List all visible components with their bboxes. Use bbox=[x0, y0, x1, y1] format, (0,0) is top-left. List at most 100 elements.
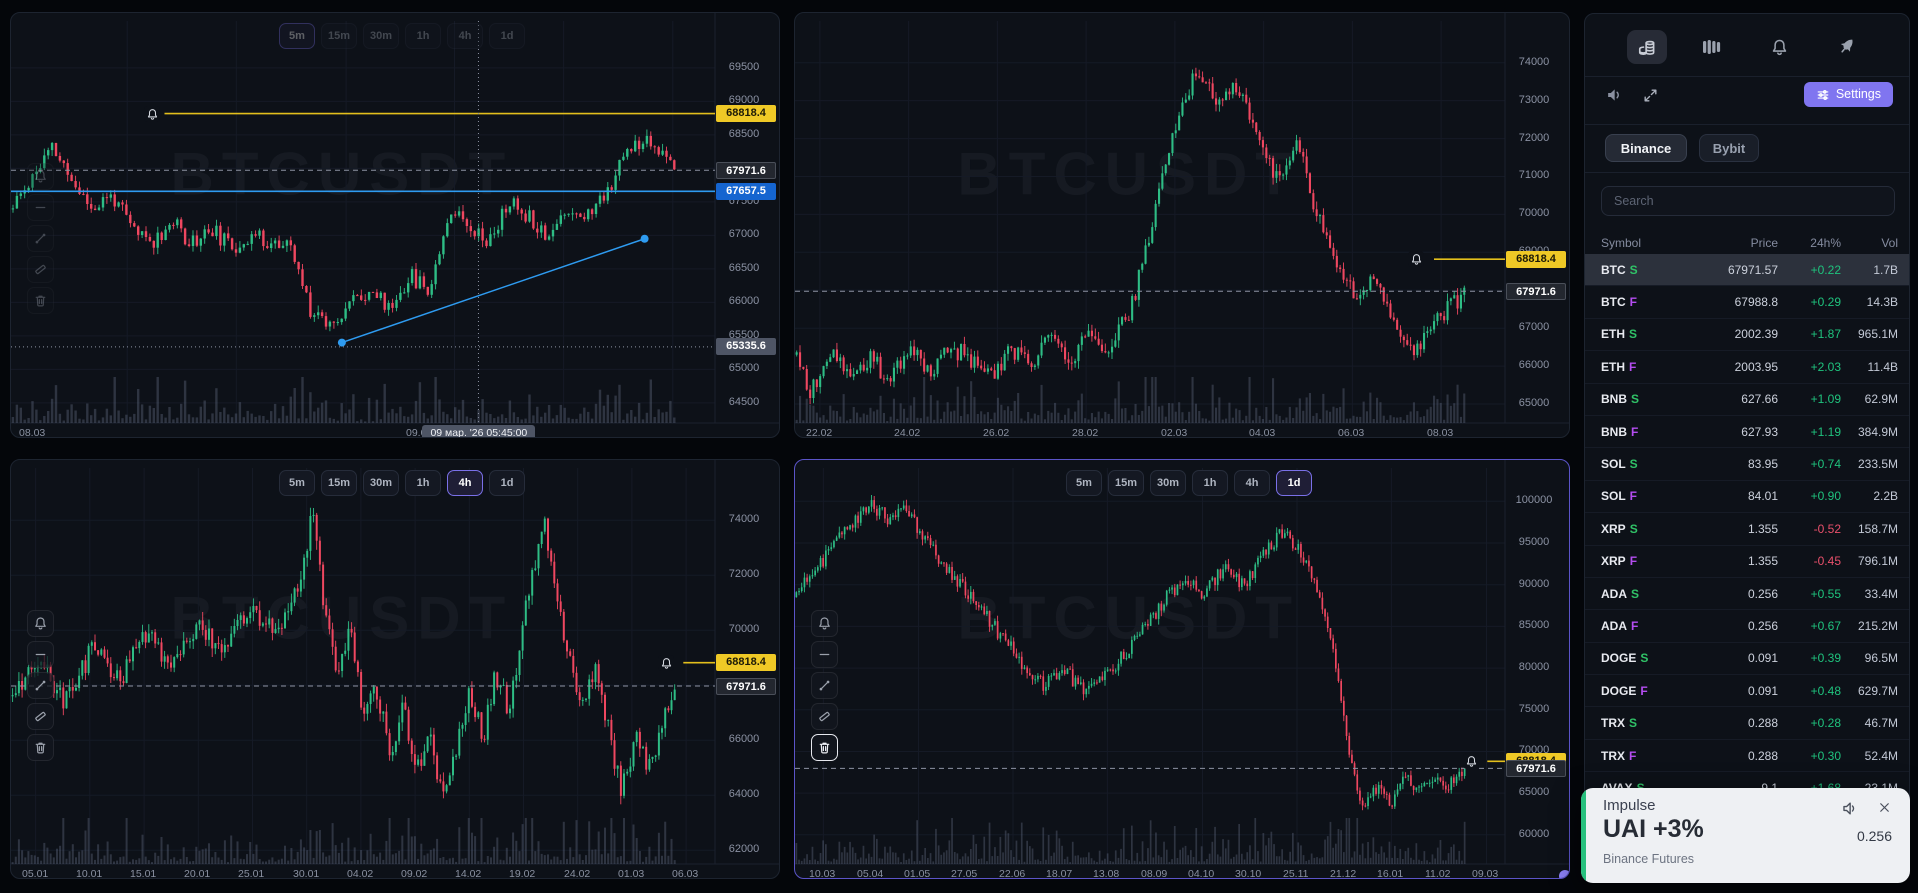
ruler-tool-button[interactable] bbox=[27, 256, 54, 283]
timeframe-button-1d[interactable]: 1d bbox=[489, 470, 525, 496]
delete-tool-button[interactable] bbox=[811, 734, 838, 761]
ruler-tool-button[interactable] bbox=[811, 703, 838, 730]
timeframe-button-30m[interactable]: 30m bbox=[363, 23, 399, 49]
price-tick: 74000 bbox=[728, 513, 760, 526]
table-row-bnb-f[interactable]: BNB F 627.93 +1.19 384.9M bbox=[1585, 416, 1909, 449]
table-row-eth-f[interactable]: ETH F 2003.95 +2.03 11.4B bbox=[1585, 351, 1909, 384]
row-market-type: F bbox=[1629, 489, 1638, 504]
timeframe-button-1h[interactable]: 1h bbox=[1192, 470, 1228, 496]
notification-close-button[interactable] bbox=[1877, 800, 1892, 815]
row-volume: 629.7M bbox=[1857, 683, 1898, 698]
chart-canvas[interactable] bbox=[11, 13, 780, 438]
chart-canvas[interactable] bbox=[795, 13, 1570, 438]
coins-tab-button[interactable] bbox=[1627, 30, 1667, 64]
table-row-bnb-s[interactable]: BNB S 627.66 +1.09 62.9M bbox=[1585, 384, 1909, 416]
ruler-icon bbox=[35, 711, 46, 722]
trend-line-tool-button[interactable] bbox=[27, 225, 54, 252]
alert-bell-marker[interactable] bbox=[1408, 251, 1424, 267]
horizontal-line-tool-button[interactable] bbox=[27, 641, 54, 668]
timeframe-button-5m[interactable]: 5m bbox=[279, 470, 315, 496]
current-price-badge: 67971.6 bbox=[716, 677, 776, 695]
alert-bell-marker[interactable] bbox=[144, 106, 160, 122]
row-price: 0.256 bbox=[1747, 618, 1778, 633]
alert-price-badge: 68818.4 bbox=[1506, 250, 1566, 268]
impulse-tab-button[interactable] bbox=[1835, 35, 1859, 57]
timeframe-button-4h[interactable]: 4h bbox=[1234, 470, 1270, 496]
settings-button[interactable]: Settings bbox=[1803, 82, 1893, 107]
fullscreen-button[interactable] bbox=[1639, 84, 1661, 106]
timeframe-button-15m[interactable]: 15m bbox=[321, 23, 357, 49]
row-market-type: F bbox=[1629, 295, 1638, 310]
search-input[interactable] bbox=[1601, 186, 1895, 216]
chart-canvas[interactable] bbox=[11, 460, 780, 879]
columns-tab-button[interactable] bbox=[1699, 36, 1723, 58]
timeframe-button-4h[interactable]: 4h bbox=[447, 23, 483, 49]
horizontal-line-tool-button[interactable] bbox=[811, 641, 838, 668]
alert-tool-button[interactable] bbox=[27, 610, 54, 637]
date-tick: 08.03 bbox=[1427, 427, 1454, 438]
close-icon bbox=[1880, 803, 1889, 812]
row-price: 0.288 bbox=[1747, 748, 1778, 763]
table-row-trx-s[interactable]: TRX S 0.288 +0.28 46.7M bbox=[1585, 707, 1909, 740]
notification-sound-button[interactable] bbox=[1841, 800, 1858, 817]
trend-line-tool-button[interactable] bbox=[27, 672, 54, 699]
alert-tool-button[interactable] bbox=[811, 610, 838, 637]
timeframe-button-5m[interactable]: 5m bbox=[1066, 470, 1102, 496]
table-row-sol-s[interactable]: SOL S 83.95 +0.74 233.5M bbox=[1585, 448, 1909, 481]
table-row-doge-f[interactable]: DOGE F 0.091 +0.48 629.7M bbox=[1585, 675, 1909, 708]
expand-icon bbox=[1643, 88, 1657, 102]
timeframe-button-1d[interactable]: 1d bbox=[1276, 470, 1312, 496]
timeframe-button-5m[interactable]: 5m bbox=[279, 23, 315, 49]
col-change: 24h% bbox=[1810, 236, 1841, 250]
chart-panel-bottom-right[interactable]: BTCUSDT 100000 95000 90000 85000 80000 75000 70… bbox=[794, 459, 1570, 879]
table-row-trx-f[interactable]: TRX F 0.288 +0.30 52.4M bbox=[1585, 740, 1909, 773]
exchange-tab-bybit[interactable]: Bybit bbox=[1699, 134, 1759, 162]
table-row-sol-f[interactable]: SOL F 84.01 +0.90 2.2B bbox=[1585, 481, 1909, 514]
alert-bell-marker[interactable] bbox=[658, 655, 674, 671]
table-row-ada-s[interactable]: ADA S 0.256 +0.55 33.4M bbox=[1585, 578, 1909, 611]
alerts-tab-button[interactable] bbox=[1767, 36, 1791, 58]
alert-tool-button[interactable] bbox=[27, 163, 54, 190]
impulse-notification[interactable]: Impulse UAI +3% 0.256 Binance Futures bbox=[1581, 788, 1910, 883]
sound-toggle-button[interactable] bbox=[1603, 84, 1625, 106]
table-row-btc-s[interactable]: BTC S 67971.57 +0.22 1.7B bbox=[1585, 254, 1909, 287]
horizontal-line-tool-button[interactable] bbox=[27, 194, 54, 221]
chart-canvas[interactable] bbox=[795, 460, 1570, 879]
timeframe-button-1d[interactable]: 1d bbox=[489, 23, 525, 49]
exchange-tab-binance[interactable]: Binance bbox=[1605, 134, 1687, 162]
date-tick: 04.02 bbox=[347, 868, 374, 879]
table-row-eth-s[interactable]: ETH S 2002.39 +1.87 965.1M bbox=[1585, 319, 1909, 352]
delete-tool-button[interactable] bbox=[27, 287, 54, 314]
date-tick: 06.03 bbox=[1338, 427, 1365, 438]
chart-panel-bottom-left[interactable]: BTCUSDT740007200070000680006600064000620… bbox=[10, 459, 780, 879]
table-row-xrp-f[interactable]: XRP F 1.355 -0.45 796.1M bbox=[1585, 546, 1909, 578]
date-tick: 10.01 bbox=[76, 868, 103, 879]
trend-line-icon bbox=[35, 680, 46, 691]
binance-label: Binance bbox=[1620, 140, 1672, 156]
row-symbol: ADA F bbox=[1601, 618, 1639, 633]
alert-bell-marker[interactable] bbox=[1463, 753, 1479, 769]
timeframe-button-1h[interactable]: 1h bbox=[405, 23, 441, 49]
table-row-btc-f[interactable]: BTC F 67988.8 +0.29 14.3B bbox=[1585, 286, 1909, 319]
table-row-ada-f[interactable]: ADA F 0.256 +0.67 215.2M bbox=[1585, 610, 1909, 643]
timeframe-button-15m[interactable]: 15m bbox=[321, 470, 357, 496]
panel-resize-handle[interactable] bbox=[1559, 870, 1569, 878]
date-tick: 30.01 bbox=[293, 868, 320, 879]
row-symbol: SOL F bbox=[1601, 489, 1638, 504]
bell-icon bbox=[819, 617, 830, 630]
table-row-doge-s[interactable]: DOGE S 0.091 +0.39 96.5M bbox=[1585, 643, 1909, 676]
table-row-xrp-s[interactable]: XRP S 1.355 -0.52 158.7M bbox=[1585, 513, 1909, 546]
ruler-tool-button[interactable] bbox=[27, 703, 54, 730]
chart-panel-top-right[interactable]: BTCUSDT740007300072000710007000069000680… bbox=[794, 12, 1570, 438]
timeframe-button-15m[interactable]: 15m bbox=[1108, 470, 1144, 496]
timeframe-button-30m[interactable]: 30m bbox=[1150, 470, 1186, 496]
row-volume: 158.7M bbox=[1857, 521, 1898, 536]
timeframe-button-4h[interactable]: 4h bbox=[447, 470, 483, 496]
delete-tool-button[interactable] bbox=[27, 734, 54, 761]
price-tick: 71000 bbox=[1518, 169, 1550, 182]
timeframe-button-30m[interactable]: 30m bbox=[363, 470, 399, 496]
trend-line-tool-button[interactable] bbox=[811, 672, 838, 699]
row-market-type: S bbox=[1629, 262, 1638, 277]
chart-panel-top-left[interactable]: BTCUSDT695006900068500680006750067000665… bbox=[10, 12, 780, 438]
timeframe-button-1h[interactable]: 1h bbox=[405, 470, 441, 496]
